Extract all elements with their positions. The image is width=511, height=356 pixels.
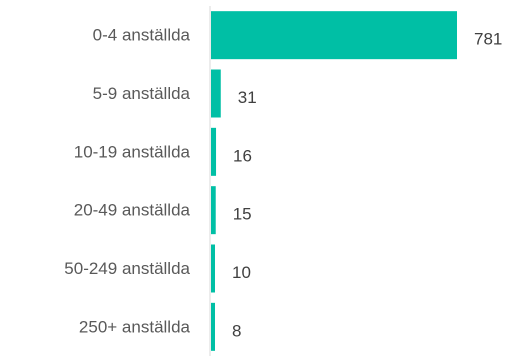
bar [211, 244, 215, 293]
value-labels: 781 31 16 15 10 8 [232, 30, 502, 341]
category-label: 50-249 anställda [64, 259, 190, 278]
bar [211, 69, 221, 118]
category-label: 0-4 anställda [93, 26, 191, 45]
category-label: 5-9 anställda [93, 84, 191, 103]
value-label: 8 [232, 321, 241, 340]
value-label: 31 [238, 88, 257, 107]
value-label: 16 [233, 146, 252, 165]
bar [211, 127, 217, 176]
category-label: 10-19 anställda [74, 142, 191, 161]
category-label: 20-49 anställda [74, 201, 191, 220]
value-label: 15 [233, 205, 252, 224]
category-label: 250+ anställda [79, 317, 191, 336]
value-label: 10 [232, 263, 251, 282]
category-labels: 0-4 anställda 5-9 anställda 10-19 anställd… [64, 26, 190, 337]
bar [211, 186, 216, 235]
bar [211, 11, 457, 60]
value-label: 781 [474, 30, 502, 49]
bar [211, 302, 215, 351]
bars-group [211, 11, 457, 351]
